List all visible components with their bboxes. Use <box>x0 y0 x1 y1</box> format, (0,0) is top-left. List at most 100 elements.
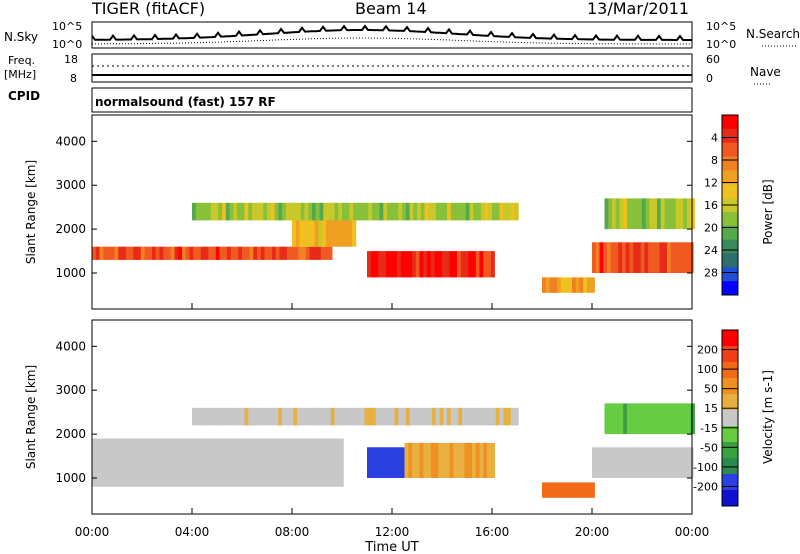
data-cell <box>293 202 298 221</box>
data-cell <box>657 403 662 435</box>
velocity-panel: 1000 2000 3000 4000 Slant Range [km] 200 100… <box>24 319 775 515</box>
data-cell <box>435 202 440 221</box>
data-cell <box>323 202 328 221</box>
data-cell <box>208 438 213 487</box>
colorbar-swatch <box>722 211 738 227</box>
data-cell <box>328 438 333 487</box>
data-cell <box>464 251 469 278</box>
data-cell <box>210 407 215 426</box>
data-cell <box>200 438 205 487</box>
data-cell <box>612 198 617 230</box>
data-cell <box>159 438 164 487</box>
colorbar-swatch <box>722 410 738 427</box>
data-cell <box>290 438 295 487</box>
colorbar-swatch <box>722 267 738 282</box>
data-cell <box>227 438 232 487</box>
data-cell <box>465 407 470 426</box>
data-cell <box>394 202 399 221</box>
data-cell <box>238 438 243 487</box>
data-cell <box>415 442 420 478</box>
data-cell <box>398 202 403 221</box>
noise-search-line <box>92 37 692 45</box>
data-cell <box>263 202 268 221</box>
data-cell <box>679 198 684 230</box>
data-cell <box>333 216 338 247</box>
data-cell <box>382 447 387 478</box>
data-cell <box>445 251 450 278</box>
data-cell <box>387 202 392 221</box>
data-cell <box>375 407 380 426</box>
data-cell <box>510 202 515 221</box>
data-cell <box>492 202 497 221</box>
data-cell <box>245 246 250 260</box>
colorbar-tick-label: 8 <box>711 154 718 167</box>
data-cell <box>672 403 677 435</box>
data-cell <box>614 242 619 273</box>
data-cell <box>137 438 142 487</box>
data-cell <box>225 407 230 426</box>
data-cell <box>99 246 104 260</box>
data-cell <box>374 251 379 278</box>
data-cell <box>148 246 153 260</box>
data-cell <box>618 242 623 273</box>
data-cell <box>214 407 219 426</box>
colorbar-tick-label: 20 <box>704 222 718 235</box>
data-cell <box>364 202 369 221</box>
data-cell <box>633 242 638 273</box>
data-cell <box>274 407 279 426</box>
data-cell <box>592 242 597 273</box>
colorbar-swatch <box>722 346 738 363</box>
data-cell <box>274 202 279 221</box>
data-cell <box>185 438 190 487</box>
data-cell <box>327 202 332 221</box>
data-cell <box>385 251 390 278</box>
colorbar-tick-label: -50 <box>700 441 718 454</box>
colorbar-tick-label: 200 <box>697 344 718 357</box>
data-cell <box>590 277 595 293</box>
data-cell <box>357 407 362 426</box>
data-cell <box>599 447 604 478</box>
colorbar-swatch <box>722 394 738 411</box>
data-cell <box>475 251 480 278</box>
data-cell <box>579 277 584 293</box>
data-cell <box>393 447 398 478</box>
data-cell <box>260 246 265 260</box>
data-cell <box>299 216 304 247</box>
data-cell <box>345 407 350 426</box>
data-cell <box>218 202 223 221</box>
data-cell <box>379 202 384 221</box>
data-cell <box>389 251 394 278</box>
data-cell <box>685 242 690 273</box>
data-cell <box>610 242 615 273</box>
velocity-colorbar: 200 100 50 15 -15 -50 -100 -200 <box>693 329 739 507</box>
y-tick-label: 1000 <box>55 266 86 280</box>
data-cell <box>110 246 115 260</box>
data-cell <box>92 246 97 260</box>
data-cell <box>449 442 454 478</box>
data-cell <box>557 277 562 293</box>
data-cell <box>603 447 608 478</box>
data-cell <box>308 202 313 221</box>
data-cell <box>622 447 627 478</box>
data-cell <box>423 442 428 478</box>
data-cell <box>472 251 477 278</box>
data-cell <box>542 277 547 293</box>
data-cell <box>630 198 635 230</box>
colorbar-swatch <box>722 330 738 347</box>
cpid-panel: CPID normalsound (fast) 157 RF <box>8 87 693 113</box>
data-cell <box>207 407 212 426</box>
colorbar-swatch <box>722 362 738 379</box>
data-cell <box>450 407 455 426</box>
x-tick-label: 00:00 <box>675 525 710 539</box>
data-cell <box>248 202 253 221</box>
data-cell <box>330 202 335 221</box>
data-cell <box>405 202 410 221</box>
data-cell <box>285 407 290 426</box>
data-cell <box>675 403 680 435</box>
data-cell <box>244 407 249 426</box>
data-cell <box>378 251 383 278</box>
data-cell <box>490 442 495 478</box>
data-cell <box>683 403 688 435</box>
data-cell <box>614 447 619 478</box>
colorbar-tick-label: 100 <box>697 363 718 376</box>
